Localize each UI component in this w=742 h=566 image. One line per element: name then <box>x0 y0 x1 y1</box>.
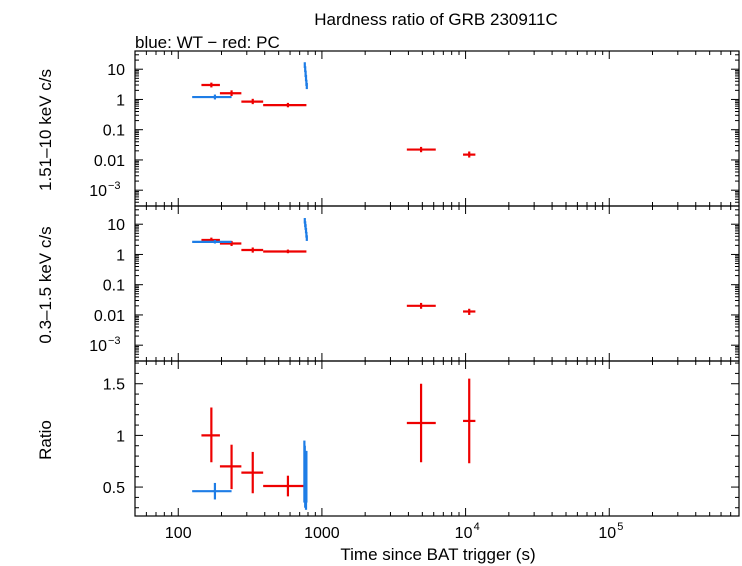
x-tick-label: 10 <box>598 525 616 542</box>
chart-subtitle: blue: WT − red: PC <box>135 33 280 52</box>
y-axis-label-ratio: Ratio <box>36 420 55 460</box>
panel-frame-ratio <box>134 360 740 517</box>
chart-title: Hardness ratio of GRB 230911C <box>314 10 557 29</box>
y-tick-label-hard: 0.01 <box>94 153 125 170</box>
x-axis-label: Time since BAT trigger (s) <box>340 545 535 564</box>
x-tick-label: 10 <box>455 525 473 542</box>
y-tick-label-soft: 1 <box>116 247 125 264</box>
y-tick-label-hard: 1 <box>116 92 125 109</box>
x-tick-label-exp: 4 <box>474 521 480 533</box>
y-tick-label-ratio: 0.5 <box>103 480 125 497</box>
y-tick-label-hard: 10 <box>107 62 125 79</box>
x-tick-label: 100 <box>165 525 192 542</box>
y-tick-label-hard: 10 <box>89 183 107 200</box>
y-tick-label-hard: 0.1 <box>103 123 125 140</box>
x-tick-label-exp: 5 <box>617 521 623 533</box>
y-tick-label-exp-hard: −3 <box>108 180 121 192</box>
panel-frame-soft <box>134 205 740 362</box>
y-tick-label-ratio: 1 <box>116 428 125 445</box>
y-tick-label-soft: 0.1 <box>103 278 125 295</box>
y-tick-label-soft: 0.01 <box>94 308 125 325</box>
x-tick-label: 1000 <box>304 525 340 542</box>
y-axis-label-soft: 0.3–1.5 keV c/s <box>36 226 55 343</box>
y-tick-label-ratio: 1.5 <box>103 377 125 394</box>
y-tick-label-soft: 10 <box>89 338 107 355</box>
y-tick-label-exp-soft: −3 <box>108 335 121 347</box>
panel-frame-hard <box>134 50 740 207</box>
y-tick-label-soft: 10 <box>107 217 125 234</box>
y-axis-label-hard: 1.51–10 keV c/s <box>36 69 55 191</box>
